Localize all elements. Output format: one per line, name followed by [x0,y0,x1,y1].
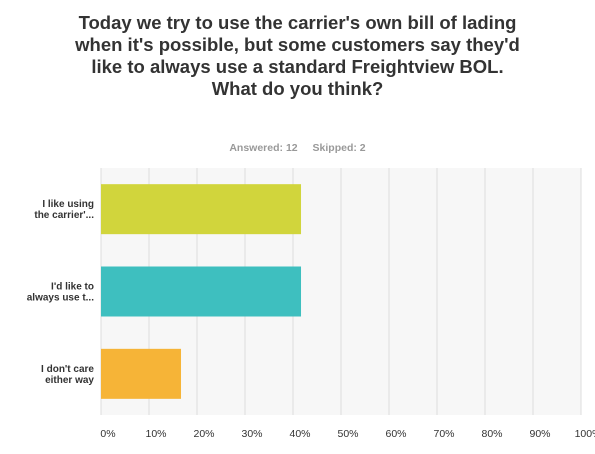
x-tick-label: 70% [433,428,454,440]
x-tick-label: 50% [337,428,358,440]
bar [101,184,302,235]
x-tick-label: 90% [529,428,550,440]
answered-count: Answered: 12 [229,142,298,154]
category-label: I'd like to always use t... [27,282,94,304]
question-title: Today we try to use the carrier's own bi… [75,12,520,99]
category-label: I don't care either way [41,364,94,386]
bar [101,266,302,317]
x-tick-label: 30% [241,428,262,440]
category-label: I like using the carrier'... [34,199,94,221]
x-tick-label: 0% [100,428,115,440]
response-stats: Answered: 12 Skipped: 2 [0,142,595,154]
x-tick-label: 80% [481,428,502,440]
x-tick-label: 20% [193,428,214,440]
x-tick-label: 60% [385,428,406,440]
bar [101,348,182,399]
x-tick-label: 40% [289,428,310,440]
skipped-count: Skipped: 2 [312,142,366,154]
x-tick-label: 100% [575,428,595,440]
x-tick-label: 10% [145,428,166,440]
